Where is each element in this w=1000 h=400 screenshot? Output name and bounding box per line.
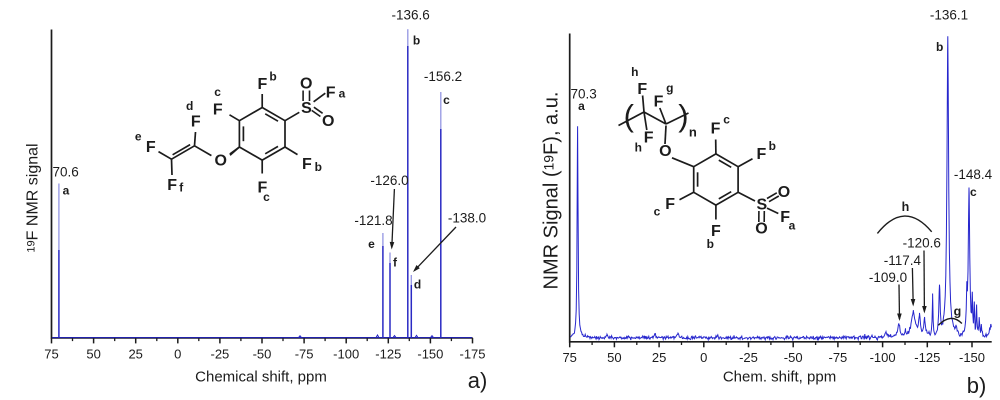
svg-text:O: O [755, 221, 767, 238]
svg-text:25: 25 [128, 347, 142, 362]
svg-text:g: g [954, 305, 962, 319]
svg-text:F: F [711, 121, 721, 138]
svg-text:F: F [711, 223, 721, 240]
svg-text:a: a [578, 99, 585, 113]
svg-text:-156.2: -156.2 [424, 69, 462, 84]
svg-text:-100: -100 [870, 350, 896, 365]
svg-text:F: F [326, 84, 336, 101]
svg-text:75: 75 [562, 350, 576, 365]
svg-text:b: b [707, 237, 714, 251]
svg-text:F: F [302, 156, 312, 173]
svg-text:70.6: 70.6 [53, 165, 79, 180]
svg-text:a: a [63, 184, 70, 198]
svg-text:a): a) [468, 368, 488, 393]
svg-text:O: O [778, 184, 790, 201]
svg-text:-75: -75 [295, 347, 314, 362]
svg-text:b): b) [967, 373, 987, 398]
svg-text:-175: -175 [459, 347, 485, 362]
svg-text:e: e [135, 129, 142, 143]
svg-text:c: c [654, 204, 661, 218]
svg-text:-50: -50 [784, 350, 803, 365]
svg-text:d: d [414, 278, 421, 292]
svg-text:F: F [191, 114, 201, 131]
svg-text:-125: -125 [375, 347, 401, 362]
svg-text:-150: -150 [417, 347, 443, 362]
svg-text:F: F [644, 129, 654, 146]
svg-text:0: 0 [700, 350, 707, 365]
svg-text:-126.0: -126.0 [370, 173, 408, 188]
svg-text:-148.4: -148.4 [954, 167, 993, 182]
svg-text:e: e [368, 237, 375, 251]
svg-text:F: F [213, 102, 223, 119]
svg-text:-100: -100 [333, 347, 359, 362]
svg-text:): ) [678, 98, 688, 133]
svg-text:-136.1: -136.1 [930, 8, 968, 23]
svg-text:S: S [756, 196, 767, 213]
svg-text:b: b [413, 33, 420, 47]
svg-text:g: g [666, 81, 673, 95]
svg-text:-121.8: -121.8 [354, 213, 392, 228]
svg-text:50: 50 [86, 347, 100, 362]
svg-text:b: b [315, 160, 322, 174]
svg-text:50: 50 [607, 350, 621, 365]
svg-text:c: c [723, 112, 730, 126]
svg-text:O: O [659, 143, 671, 160]
svg-text:c: c [214, 85, 221, 99]
svg-text:-75: -75 [829, 350, 848, 365]
svg-text:F: F [258, 180, 268, 197]
svg-text:-120.6: -120.6 [903, 235, 941, 250]
svg-text:0: 0 [174, 347, 181, 362]
svg-text:n: n [689, 124, 697, 139]
svg-text:F: F [665, 196, 675, 213]
svg-text:NMR Signal (19F), a.u.: NMR Signal (19F), a.u. [540, 92, 562, 290]
svg-text:-109.0: -109.0 [869, 270, 907, 285]
svg-text:-25: -25 [211, 347, 230, 362]
svg-text:f: f [393, 256, 398, 270]
svg-text:75: 75 [44, 347, 58, 362]
svg-text:O: O [322, 113, 334, 130]
svg-text:-138.0: -138.0 [448, 211, 486, 226]
svg-text:b: b [769, 139, 776, 153]
svg-text:-25: -25 [739, 350, 758, 365]
svg-text:O: O [214, 153, 226, 170]
svg-text:F: F [146, 139, 156, 156]
svg-text:c: c [970, 185, 977, 199]
svg-text:-136.6: -136.6 [391, 8, 429, 23]
svg-text:h: h [631, 65, 638, 79]
svg-text:F: F [258, 76, 268, 93]
svg-text:Chemical shift, ppm: Chemical shift, ppm [195, 369, 327, 386]
svg-text:a: a [339, 86, 346, 100]
svg-text:a: a [789, 218, 796, 232]
svg-text:c: c [443, 93, 450, 107]
svg-text:70.3: 70.3 [571, 87, 597, 102]
svg-text:19F NMR signal: 19F NMR signal [25, 143, 42, 252]
svg-text:-150: -150 [959, 350, 985, 365]
svg-text:F: F [780, 209, 790, 226]
svg-text:d: d [186, 99, 193, 113]
svg-text:(: ( [624, 98, 635, 133]
svg-text:S: S [301, 100, 312, 117]
svg-text:-125: -125 [914, 350, 940, 365]
svg-text:F: F [654, 94, 664, 111]
svg-text:h: h [635, 140, 642, 154]
svg-text:F: F [757, 146, 767, 163]
svg-text:b: b [269, 70, 276, 84]
svg-text:-117.4: -117.4 [884, 253, 922, 268]
svg-text:Chem. shift, ppm: Chem. shift, ppm [723, 369, 836, 386]
svg-text:f: f [179, 181, 184, 195]
svg-text:F: F [167, 177, 177, 194]
svg-text:O: O [300, 75, 312, 92]
svg-text:-50: -50 [253, 347, 272, 362]
svg-text:c: c [263, 190, 270, 204]
svg-text:b: b [936, 40, 943, 54]
svg-text:h: h [902, 200, 910, 214]
svg-text:F: F [637, 81, 647, 98]
svg-text:25: 25 [652, 350, 666, 365]
